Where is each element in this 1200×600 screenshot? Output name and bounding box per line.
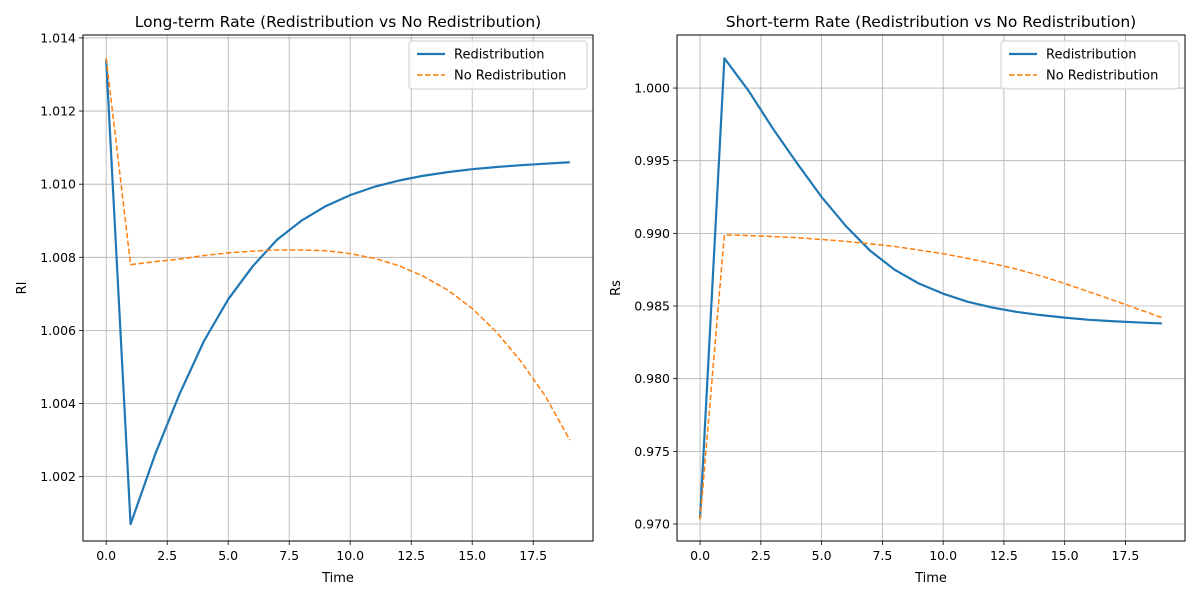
y-tick-label: 0.990 (634, 226, 670, 241)
legend-label: Redistribution (1046, 48, 1137, 63)
x-tick-label: 15.0 (1051, 548, 1079, 563)
legend-label: No Redistribution (454, 69, 566, 84)
x-tick-label: 5.0 (218, 548, 238, 563)
x-tick-label: 10.0 (336, 548, 364, 563)
y-tick-label: 0.985 (634, 299, 670, 314)
x-tick-label: 2.5 (157, 548, 177, 563)
x-tick-label: 7.5 (872, 548, 892, 563)
y-tick-label: 1.000 (634, 81, 670, 96)
legend-box (1000, 40, 1180, 90)
series-line-redistribution (698, 57, 1162, 519)
series-line-no-redistribution (699, 234, 1163, 520)
legend-label: No Redistribution (1046, 69, 1158, 84)
y-axis-label: Rs (609, 280, 624, 296)
x-tick-label: 0.0 (96, 548, 116, 563)
chart-short-term-rate: Short-term Rate (Redistribution vs No Re… (609, 13, 1186, 586)
legend-box (408, 40, 588, 90)
chart-long-term-rate: Long-term Rate (Redistribution vs No Red… (15, 13, 594, 586)
x-tick-label: 5.0 (812, 548, 832, 563)
y-tick-label: 1.014 (40, 30, 76, 45)
chart-title: Short-term Rate (Redistribution vs No Re… (726, 13, 1136, 31)
x-tick-label: 12.5 (990, 548, 1018, 563)
series-line-no-redistribution (105, 57, 571, 441)
y-tick-label: 0.980 (634, 371, 670, 386)
y-tick-label: 1.012 (40, 104, 76, 119)
axes-frame (82, 34, 594, 542)
x-axis-label: Time (914, 571, 947, 586)
x-tick-label: 10.0 (929, 548, 957, 563)
x-tick-label: 17.5 (519, 548, 547, 563)
x-tick-label: 17.5 (1112, 548, 1140, 563)
x-axis-label: Time (321, 571, 354, 586)
y-tick-label: 0.995 (634, 153, 670, 168)
grid (83, 35, 593, 541)
axes-frame (676, 34, 1186, 542)
x-tick-label: 15.0 (458, 548, 486, 563)
x-tick-label: 2.5 (751, 548, 771, 563)
y-tick-label: 0.975 (634, 444, 670, 459)
series-line-redistribution (105, 59, 570, 526)
y-tick-label: 1.006 (40, 323, 76, 338)
y-axis-label: Rl (15, 282, 30, 295)
legend-label: Redistribution (454, 48, 545, 63)
y-tick-label: 1.004 (40, 396, 76, 411)
y-tick-label: 1.002 (40, 469, 76, 484)
y-tick-label: 1.010 (40, 177, 76, 192)
x-tick-label: 0.0 (690, 548, 710, 563)
grid (677, 35, 1185, 541)
legend: Redistribution No Redistribution (408, 40, 588, 90)
x-tick-label: 12.5 (397, 548, 425, 563)
legend: Redistribution No Redistribution (1000, 40, 1180, 90)
y-tick-label: 0.970 (634, 516, 670, 531)
x-tick-label: 7.5 (279, 548, 299, 563)
chart-title: Long-term Rate (Redistribution vs No Red… (135, 13, 541, 31)
y-tick-label: 1.008 (40, 250, 76, 265)
